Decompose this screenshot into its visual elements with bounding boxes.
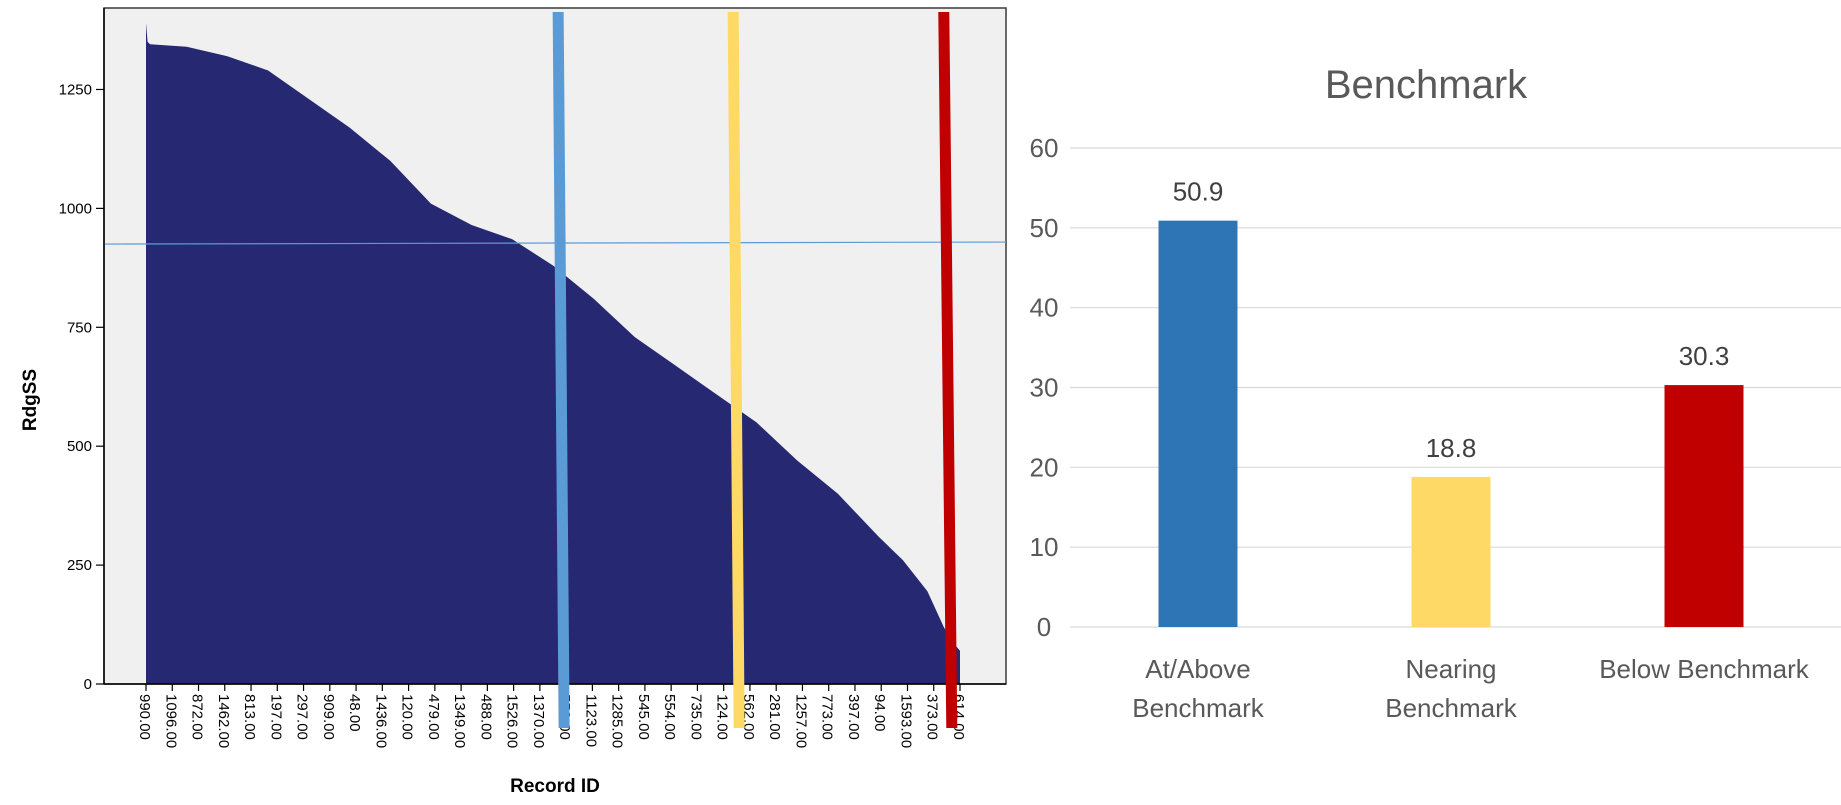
x-tick-label: 735.00: [687, 694, 704, 740]
x-tick-label: 124.00: [714, 694, 731, 740]
x-tick-label: 373.00: [924, 694, 941, 740]
category-label: Below Benchmark: [1599, 654, 1810, 684]
x-tick-label: 1123.00: [582, 694, 599, 747]
y-tick-label: 250: [67, 557, 92, 574]
x-tick-label: 48.00: [346, 694, 363, 732]
y-axis-ticks: 0 10 20 30 40 50 60: [1030, 133, 1059, 642]
category-label: At/Above: [1145, 654, 1251, 684]
y-tick-label: 0: [84, 676, 92, 693]
y-tick-label: 30: [1030, 373, 1059, 403]
y-tick-label: 1250: [59, 81, 92, 98]
x-tick-label: 1370.00: [530, 694, 547, 748]
vertical-marker: [938, 11, 958, 729]
x-tick-label: 1285.00: [609, 694, 626, 748]
x-axis-title: Record ID: [510, 776, 600, 797]
x-tick-label: 872.00: [189, 694, 206, 740]
x-tick-label: 281.00: [766, 694, 783, 740]
category-label: Benchmark: [1132, 693, 1264, 723]
y-tick-label: 20: [1030, 452, 1059, 482]
area-chart: 0 250 500 750 1000 1250 990.00 1096.00 872.00 14…: [20, 7, 1007, 797]
y-tick-label: 50: [1030, 213, 1059, 243]
bar: [1158, 220, 1238, 628]
category-label: Nearing: [1405, 654, 1496, 684]
category-labels: At/Above Benchmark Nearing Benchmark Below B…: [1132, 654, 1810, 723]
x-tick-label: 1257.00: [792, 694, 809, 748]
y-axis-ticks: 0 250 500 750 1000 1250: [59, 81, 104, 693]
y-axis-title: RdgSS: [20, 369, 41, 431]
x-tick-label: 990.00: [136, 694, 153, 740]
bar-chart-title: Benchmark: [1325, 63, 1528, 107]
bar: [1411, 476, 1491, 627]
vertical-markers: [552, 11, 958, 729]
area-series: [146, 22, 960, 684]
x-tick-label: 1462.00: [215, 694, 232, 748]
x-tick-label: 94.00: [871, 694, 888, 732]
bar: [1664, 385, 1744, 627]
category-label: Benchmark: [1385, 693, 1517, 723]
x-tick-label: 545.00: [635, 694, 652, 740]
vertical-marker: [552, 11, 570, 729]
y-tick-label: 0: [1037, 612, 1051, 642]
x-tick-label: 1526.00: [504, 694, 521, 748]
x-tick-label: 1096.00: [162, 694, 179, 748]
x-tick-label: 1436.00: [372, 694, 389, 748]
y-tick-label: 40: [1030, 293, 1059, 323]
bar-chart: Benchmark 0 10 20 30 40 50 60 50.9 18.8 30.3 At/…: [1030, 63, 1841, 723]
x-tick-label: 488.00: [477, 694, 494, 740]
x-tick-label: 554.00: [661, 694, 678, 740]
x-tick-label: 120.00: [399, 694, 416, 740]
vertical-marker: [727, 11, 745, 729]
data-label: 18.8: [1426, 433, 1477, 463]
data-labels: 50.9 18.8 30.3: [1173, 177, 1730, 463]
x-tick-label: 397.00: [845, 694, 862, 740]
y-tick-label: 500: [67, 438, 92, 455]
data-label: 30.3: [1679, 341, 1730, 371]
bars: [1158, 220, 1744, 628]
x-tick-label: 1593.00: [897, 694, 914, 748]
y-tick-label: 750: [67, 319, 92, 336]
x-tick-label: 813.00: [241, 694, 258, 740]
x-axis-ticks: 990.00 1096.00 872.00 1462.00 813.00 197.00 29…: [136, 684, 967, 748]
x-tick-label: 773.00: [819, 694, 836, 740]
x-tick-label: 909.00: [320, 694, 337, 740]
y-tick-label: 10: [1030, 532, 1059, 562]
x-tick-label: 1349.00: [451, 694, 468, 748]
x-tick-label: 479.00: [425, 694, 442, 740]
x-tick-label: 197.00: [267, 694, 284, 740]
x-tick-label: 297.00: [294, 694, 311, 740]
y-tick-label: 60: [1030, 133, 1059, 163]
y-tick-label: 1000: [59, 200, 92, 217]
data-label: 50.9: [1173, 177, 1224, 207]
